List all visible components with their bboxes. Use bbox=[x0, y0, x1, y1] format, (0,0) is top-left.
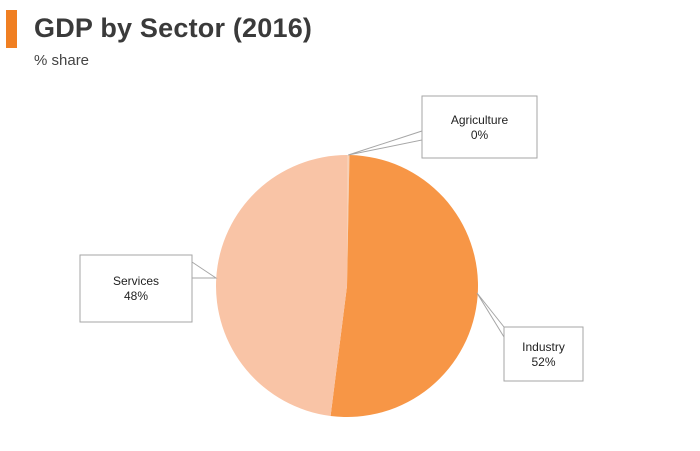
callout-leader-lines bbox=[191, 130, 505, 339]
slice-label-industry: Industry bbox=[522, 340, 565, 354]
pie-slice-services bbox=[215, 155, 347, 416]
slice-value-services: 48% bbox=[124, 289, 148, 303]
chart-title: GDP by Sector (2016) bbox=[34, 13, 313, 43]
callout-box-services bbox=[79, 254, 193, 323]
pie-slices bbox=[215, 155, 478, 418]
title-accent-bar bbox=[6, 10, 17, 48]
leader-industry bbox=[476, 292, 505, 339]
slice-label-agriculture: Agriculture bbox=[451, 113, 509, 127]
callout-box-agriculture bbox=[421, 95, 538, 159]
pie-slice-industry bbox=[330, 155, 478, 418]
callout-agriculture: Agriculture 0% bbox=[421, 95, 538, 159]
pie-slice-agriculture bbox=[347, 155, 350, 286]
chart-subtitle: % share bbox=[34, 52, 90, 69]
slice-value-industry: 52% bbox=[531, 355, 555, 369]
slice-label-services: Services bbox=[113, 274, 159, 288]
slice-value-agriculture: 0% bbox=[471, 128, 489, 142]
leader-services bbox=[191, 261, 218, 279]
leader-agriculture bbox=[348, 130, 423, 156]
callout-industry: Industry 52% bbox=[503, 326, 584, 382]
callout-box-industry bbox=[503, 326, 584, 382]
callout-services: Services 48% bbox=[79, 254, 193, 323]
